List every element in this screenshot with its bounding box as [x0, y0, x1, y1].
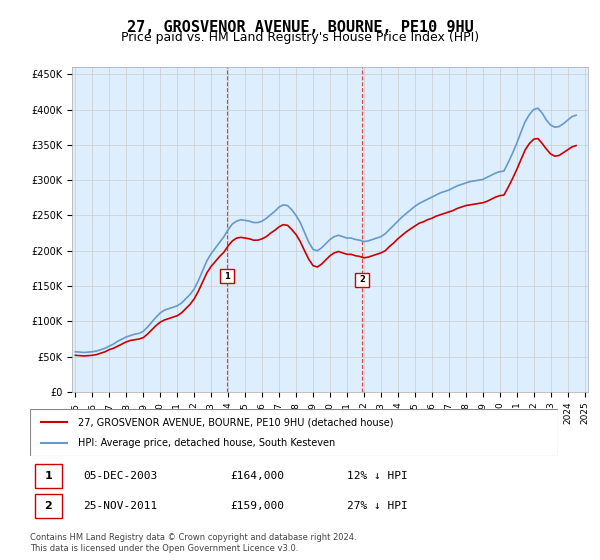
Text: 05-DEC-2003: 05-DEC-2003 — [83, 471, 157, 481]
Text: £159,000: £159,000 — [230, 501, 284, 511]
FancyBboxPatch shape — [35, 464, 62, 488]
Text: 2: 2 — [359, 275, 365, 284]
FancyBboxPatch shape — [30, 409, 558, 456]
Text: 2: 2 — [44, 501, 52, 511]
Text: 25-NOV-2011: 25-NOV-2011 — [83, 501, 157, 511]
Text: Contains HM Land Registry data © Crown copyright and database right 2024.
This d: Contains HM Land Registry data © Crown c… — [30, 533, 356, 553]
Text: 27, GROSVENOR AVENUE, BOURNE, PE10 9HU (detached house): 27, GROSVENOR AVENUE, BOURNE, PE10 9HU (… — [77, 417, 393, 427]
FancyBboxPatch shape — [35, 494, 62, 519]
Text: £164,000: £164,000 — [230, 471, 284, 481]
Text: 1: 1 — [224, 272, 230, 281]
Text: 1: 1 — [44, 471, 52, 481]
Text: 27, GROSVENOR AVENUE, BOURNE, PE10 9HU: 27, GROSVENOR AVENUE, BOURNE, PE10 9HU — [127, 20, 473, 35]
Text: HPI: Average price, detached house, South Kesteven: HPI: Average price, detached house, Sout… — [77, 438, 335, 448]
Text: 12% ↓ HPI: 12% ↓ HPI — [347, 471, 407, 481]
Text: Price paid vs. HM Land Registry's House Price Index (HPI): Price paid vs. HM Land Registry's House … — [121, 31, 479, 44]
Text: 27% ↓ HPI: 27% ↓ HPI — [347, 501, 407, 511]
